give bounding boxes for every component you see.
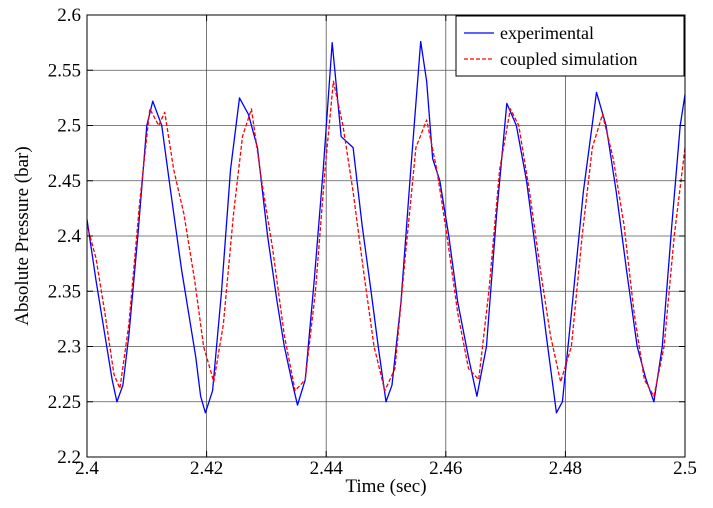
legend-label-experimental: experimental <box>500 23 594 43</box>
series-line-1 <box>86 80 686 397</box>
y-tick-label: 2.4 <box>57 226 81 247</box>
x-axis-label: Time (sec) <box>345 476 426 497</box>
legend: experimental coupled simulation <box>455 15 685 77</box>
y-tick-label: 2.3 <box>57 337 81 358</box>
y-tick-label: 2.6 <box>57 5 81 26</box>
series-layer <box>86 40 686 414</box>
tick-labels: 2.4 2.42 2.44 2.46 2.48 2.5 2.2 2.25 2.3 2.35 2.4 2… <box>48 5 697 479</box>
y-tick-label: 2.2 <box>57 447 81 468</box>
legend-label-coupled-simulation: coupled simulation <box>500 49 637 69</box>
legend-box <box>455 15 685 77</box>
y-tick-label: 2.35 <box>48 281 81 302</box>
x-tick-label: 2.4 <box>75 458 99 479</box>
x-tick-label: 2.44 <box>310 458 344 479</box>
x-tick-label: 2.5 <box>673 458 697 479</box>
y-tick-label: 2.45 <box>48 171 81 192</box>
y-tick-label: 2.25 <box>48 392 81 413</box>
y-tick-label: 2.55 <box>48 60 81 81</box>
x-tick-label: 2.46 <box>429 458 462 479</box>
x-tick-label: 2.42 <box>190 458 223 479</box>
x-tick-label: 2.48 <box>549 458 582 479</box>
series-line-0 <box>86 40 686 414</box>
y-axis-label: Absolute Pressure (bar) <box>12 146 33 325</box>
y-tick-label: 2.5 <box>57 116 81 137</box>
